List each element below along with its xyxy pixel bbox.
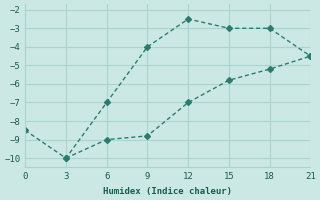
X-axis label: Humidex (Indice chaleur): Humidex (Indice chaleur) (103, 187, 232, 196)
